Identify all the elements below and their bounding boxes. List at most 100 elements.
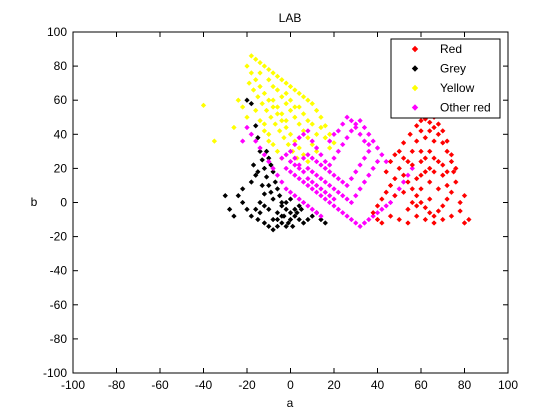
data-point-red — [435, 186, 442, 192]
data-point-other-red — [379, 206, 385, 213]
data-point-yellow — [287, 131, 294, 138]
data-point-yellow — [252, 56, 259, 63]
data-point-other-red — [344, 182, 350, 189]
data-point-red — [383, 189, 389, 196]
data-point-grey — [255, 134, 261, 141]
data-point-yellow — [283, 80, 289, 86]
data-point-red — [379, 220, 385, 226]
data-point-red — [448, 158, 455, 165]
data-point-other-red — [357, 186, 363, 192]
data-point-red — [418, 158, 424, 165]
data-point-red — [444, 148, 450, 155]
data-point-other-red — [335, 148, 342, 155]
y-tick-label: 20 — [54, 161, 68, 175]
data-point-yellow — [274, 73, 281, 80]
data-point-other-red — [318, 152, 324, 158]
x-tick-label: -40 — [195, 378, 213, 392]
data-point-other-red — [335, 128, 342, 134]
data-point-red — [413, 138, 420, 144]
y-tick-label: -80 — [50, 332, 68, 346]
data-point-other-red — [322, 158, 329, 165]
data-point-other-red — [361, 220, 368, 226]
data-point-other-red — [383, 203, 389, 209]
data-point-other-red — [409, 165, 416, 172]
data-point-yellow — [305, 117, 311, 124]
x-tick-label: 0 — [287, 378, 294, 392]
data-point-other-red — [322, 189, 329, 196]
data-point-grey — [283, 206, 289, 213]
data-point-grey — [268, 189, 274, 196]
data-point-other-red — [326, 199, 333, 206]
legend-marker-yellow — [411, 84, 419, 92]
data-point-red — [431, 138, 437, 144]
data-point-other-red — [287, 189, 294, 196]
data-point-yellow — [287, 107, 294, 114]
data-point-red — [422, 155, 429, 161]
data-point-yellow — [257, 70, 263, 76]
data-point-other-red — [339, 209, 346, 216]
data-point-yellow — [265, 138, 272, 144]
data-point-grey — [270, 227, 276, 233]
data-point-other-red — [352, 124, 359, 131]
data-point-other-red — [283, 186, 289, 192]
data-point-grey — [279, 213, 285, 219]
data-point-yellow — [287, 97, 294, 103]
data-point-yellow — [318, 124, 324, 131]
legend-label: Grey — [440, 62, 466, 76]
x-tick-label: 100 — [498, 378, 518, 392]
data-point-grey — [263, 174, 270, 180]
data-point-red — [400, 155, 407, 161]
data-point-other-red — [348, 216, 355, 223]
x-tick-label: -100 — [61, 378, 85, 392]
data-point-red — [392, 152, 398, 158]
data-point-red — [396, 165, 403, 172]
data-point-yellow — [281, 134, 287, 141]
data-point-other-red — [279, 155, 285, 161]
data-point-other-red — [313, 189, 320, 196]
data-point-red — [387, 182, 394, 189]
data-point-grey — [259, 182, 265, 189]
data-point-grey — [255, 169, 261, 175]
data-point-red — [444, 182, 450, 189]
data-point-yellow — [274, 148, 281, 155]
data-point-yellow — [263, 107, 270, 114]
data-point-other-red — [331, 172, 337, 178]
data-point-red — [448, 152, 455, 158]
data-point-yellow — [300, 94, 307, 100]
data-point-yellow — [259, 100, 265, 107]
data-point-other-red — [248, 131, 255, 138]
data-point-yellow — [309, 141, 316, 148]
data-point-red — [409, 148, 416, 155]
data-point-other-red — [326, 182, 333, 189]
data-point-red — [426, 196, 433, 202]
data-point-other-red — [344, 134, 350, 141]
data-point-yellow — [265, 131, 272, 138]
data-point-yellow — [200, 102, 207, 109]
data-point-red — [453, 179, 459, 185]
data-point-yellow — [246, 80, 252, 86]
x-tick-label: 60 — [414, 378, 428, 392]
data-point-other-red — [309, 155, 316, 161]
data-point-red — [426, 179, 433, 185]
data-point-grey — [285, 220, 292, 226]
data-point-other-red — [265, 158, 272, 165]
data-point-other-red — [300, 169, 307, 175]
data-point-other-red — [348, 117, 355, 124]
data-point-other-red — [374, 145, 381, 151]
data-point-other-red — [383, 158, 389, 165]
data-point-grey — [235, 192, 242, 199]
data-point-other-red — [379, 152, 385, 158]
data-point-yellow — [272, 121, 279, 127]
data-point-grey — [270, 216, 276, 223]
data-point-other-red — [274, 172, 281, 178]
data-point-other-red — [296, 165, 302, 172]
data-point-red — [396, 216, 403, 223]
data-point-other-red — [335, 175, 342, 182]
data-point-red — [413, 203, 420, 209]
data-point-yellow — [261, 90, 268, 97]
data-point-other-red — [322, 165, 329, 172]
data-point-grey — [270, 169, 276, 175]
data-point-red — [453, 165, 459, 172]
data-point-other-red — [361, 138, 368, 144]
data-point-other-red — [344, 196, 350, 202]
